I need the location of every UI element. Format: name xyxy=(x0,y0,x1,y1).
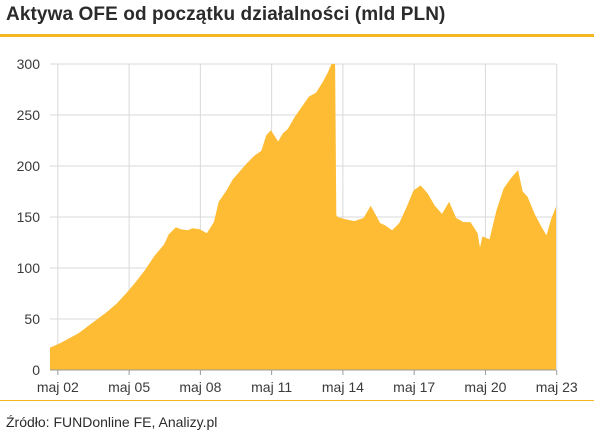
x-tick-label: maj 08 xyxy=(179,379,221,395)
footer-divider xyxy=(0,400,594,401)
x-tick-label: maj 11 xyxy=(251,379,292,395)
y-tick-label: 50 xyxy=(24,311,40,327)
y-tick-label: 150 xyxy=(17,209,41,225)
x-axis-ticks: maj 02 maj 05 maj 08 maj 11 maj 14 maj 17 maj … xyxy=(37,370,578,395)
y-tick-label: 200 xyxy=(17,158,41,174)
source-note: Źródło: FUNDonline FE, Analizy.pl xyxy=(6,414,218,430)
assets-area xyxy=(50,64,556,370)
x-tick-label: maj 17 xyxy=(393,379,435,395)
x-tick-label: maj 20 xyxy=(464,379,506,395)
x-tick-label: maj 02 xyxy=(37,379,79,395)
y-tick-label: 300 xyxy=(17,56,41,72)
y-tick-label: 0 xyxy=(32,362,40,378)
x-tick-label: maj 05 xyxy=(108,379,150,395)
y-axis-ticks: 0 50 100 150 200 250 300 xyxy=(17,56,41,378)
y-tick-label: 250 xyxy=(17,107,41,123)
y-tick-label: 100 xyxy=(17,260,41,276)
chart-title: Aktywa OFE od początku działalności (mld… xyxy=(6,4,446,25)
x-tick-label: maj 14 xyxy=(322,379,364,395)
title-divider xyxy=(0,34,594,37)
x-tick-label: maj 23 xyxy=(536,379,578,395)
